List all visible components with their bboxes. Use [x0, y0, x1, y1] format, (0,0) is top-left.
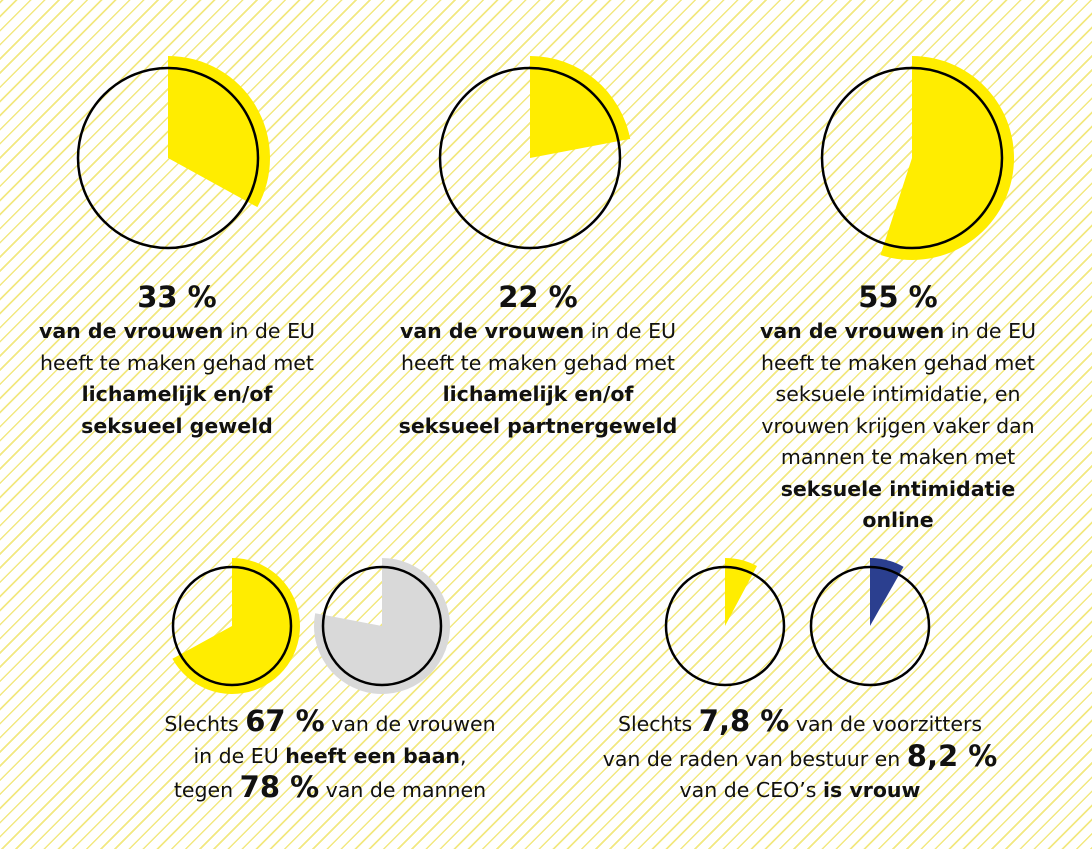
pie-women-employment-67-slice	[172, 558, 300, 694]
pct-7-8: 7,8 %	[698, 704, 790, 738]
caption-partner-violence: 22 % van de vrouwen in de EU heeft te ma…	[378, 280, 698, 442]
caption3-line2: heeft te maken gehad met	[761, 350, 1035, 375]
caption3-women: van de vrouwen	[759, 319, 945, 343]
pct-55: 55 %	[858, 280, 938, 314]
pie-partner-violence-22-outline	[438, 66, 622, 250]
caption1-in-eu: in de EU	[223, 319, 316, 343]
pie-women-employment-67-outline	[171, 565, 293, 687]
caption3-line7: online	[862, 508, 934, 532]
caption4-slechts: Slechts	[164, 712, 246, 736]
caption3-line5: mannen te maken met	[780, 445, 1016, 469]
caption4-job: heeft een baan	[285, 743, 461, 768]
caption4-tegen: tegen	[173, 778, 240, 802]
pie-ceos-8-2-slice	[870, 558, 904, 626]
caption4-comma: ,	[460, 743, 467, 768]
pie-women-employment-67	[171, 558, 300, 694]
pie-harassment-55	[820, 56, 1014, 260]
pie-men-employment-78-slice	[314, 558, 451, 695]
caption1-line3: lichamelijk en/of	[81, 382, 273, 406]
pie-partner-violence-22-slice	[530, 56, 631, 158]
pie-violence-33-slice	[168, 56, 270, 208]
caption1-line4: seksueel geweld	[81, 413, 273, 438]
caption4-women: van de vrouwen	[324, 712, 496, 736]
caption5-boards: van de raden van bestuur en	[602, 746, 907, 771]
caption5-is-woman: is vrouw	[823, 778, 921, 802]
caption3-line4: vrouwen krijgen vaker dan	[761, 413, 1035, 438]
pie-ceos-8-2-outline	[809, 565, 931, 687]
pct-33: 33 %	[137, 280, 217, 314]
caption5-ceos: van de CEO’s	[679, 778, 823, 802]
caption3-in-eu: in de EU	[944, 319, 1037, 343]
pie-violence-33-outline	[76, 66, 260, 250]
caption-employment: Slechts 67 % van de vrouwen in de EU hee…	[130, 704, 530, 807]
pie-board-chairs-7-8-slice	[725, 558, 758, 626]
caption5-slechts: Slechts	[617, 712, 699, 736]
caption-sexual-harassment: 55 % van de vrouwen in de EU heeft te ma…	[738, 280, 1058, 537]
caption4-in-eu: in de EU	[193, 743, 286, 768]
pie-harassment-55-slice	[880, 56, 1014, 260]
caption3-line3: seksuele intimidatie, en	[775, 382, 1021, 406]
caption5-chairs: van de voorzitters	[789, 712, 983, 736]
caption2-line2: heeft te maken gehad met	[401, 350, 675, 375]
pie-board-chairs-7-8	[664, 558, 786, 687]
pie-partner-violence-22	[438, 56, 631, 250]
caption2-in-eu: in de EU	[584, 319, 677, 343]
pct-78: 78 %	[239, 770, 320, 804]
pie-ceos-8-2	[809, 558, 931, 687]
caption4-men: van de mannen	[319, 778, 487, 802]
caption2-line4: seksueel partnergeweld	[398, 413, 678, 438]
caption2-line3: lichamelijk en/of	[442, 382, 634, 406]
pie-violence-33	[76, 56, 270, 250]
caption-physical-sexual-violence: 33 % van de vrouwen in de EU heeft te ma…	[22, 280, 332, 442]
pct-22: 22 %	[498, 280, 578, 314]
pie-harassment-55-outline	[820, 66, 1004, 250]
pie-men-employment-78	[314, 558, 451, 695]
pie-board-chairs-7-8-outline	[664, 565, 786, 687]
caption-board-ceo: Slechts 7,8 % van de voorzitters van de …	[570, 704, 1030, 807]
caption1-women: van de vrouwen	[38, 319, 224, 343]
caption1-line2: heeft te maken gehad met	[40, 350, 314, 375]
pct-67: 67 %	[245, 704, 325, 738]
caption2-women: van de vrouwen	[399, 319, 585, 343]
pct-8-2: 8,2 %	[906, 738, 998, 773]
pie-men-employment-78-outline	[321, 565, 443, 687]
caption3-line6: seksuele intimidatie	[780, 476, 1016, 501]
